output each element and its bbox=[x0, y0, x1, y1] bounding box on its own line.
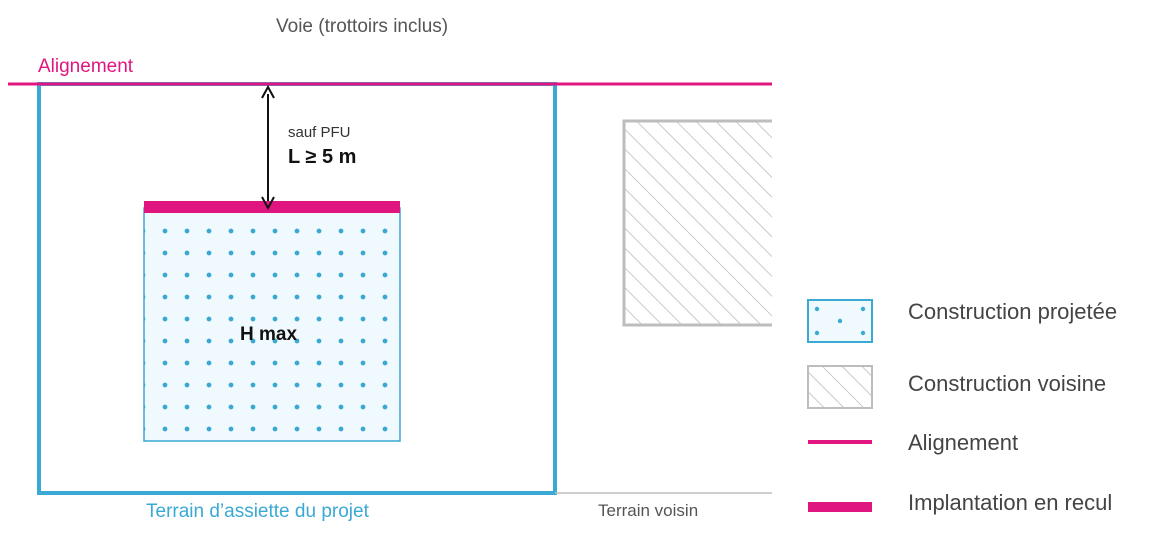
distance-arrow bbox=[261, 84, 275, 211]
legend-label-alignment: Alignement bbox=[908, 430, 1019, 455]
road-label: Voie (trottoirs inclus) bbox=[276, 16, 449, 37]
legend-label-neighbor: Construction voisine bbox=[908, 371, 1107, 396]
project-site-label: Terrain d’assiette du projet bbox=[146, 501, 369, 522]
distance-label: L ≥ 5 m bbox=[288, 146, 357, 168]
neighbor-construction bbox=[622, 119, 772, 327]
exception-label: sauf PFU bbox=[288, 124, 351, 141]
legend-swatch-projected bbox=[807, 299, 873, 343]
alignment-label: Alignement bbox=[38, 56, 134, 77]
legend-label-projected: Construction projetée bbox=[908, 299, 1118, 324]
neighbor-site-label: Terrain voisin bbox=[598, 501, 699, 520]
setback-implantation-bar bbox=[144, 201, 400, 213]
legend-swatch-setback bbox=[808, 502, 872, 512]
legend-label-setback: Implantation en recul bbox=[908, 490, 1113, 515]
legend-swatch-neighbor bbox=[807, 365, 873, 409]
height-label: H max bbox=[240, 324, 298, 345]
